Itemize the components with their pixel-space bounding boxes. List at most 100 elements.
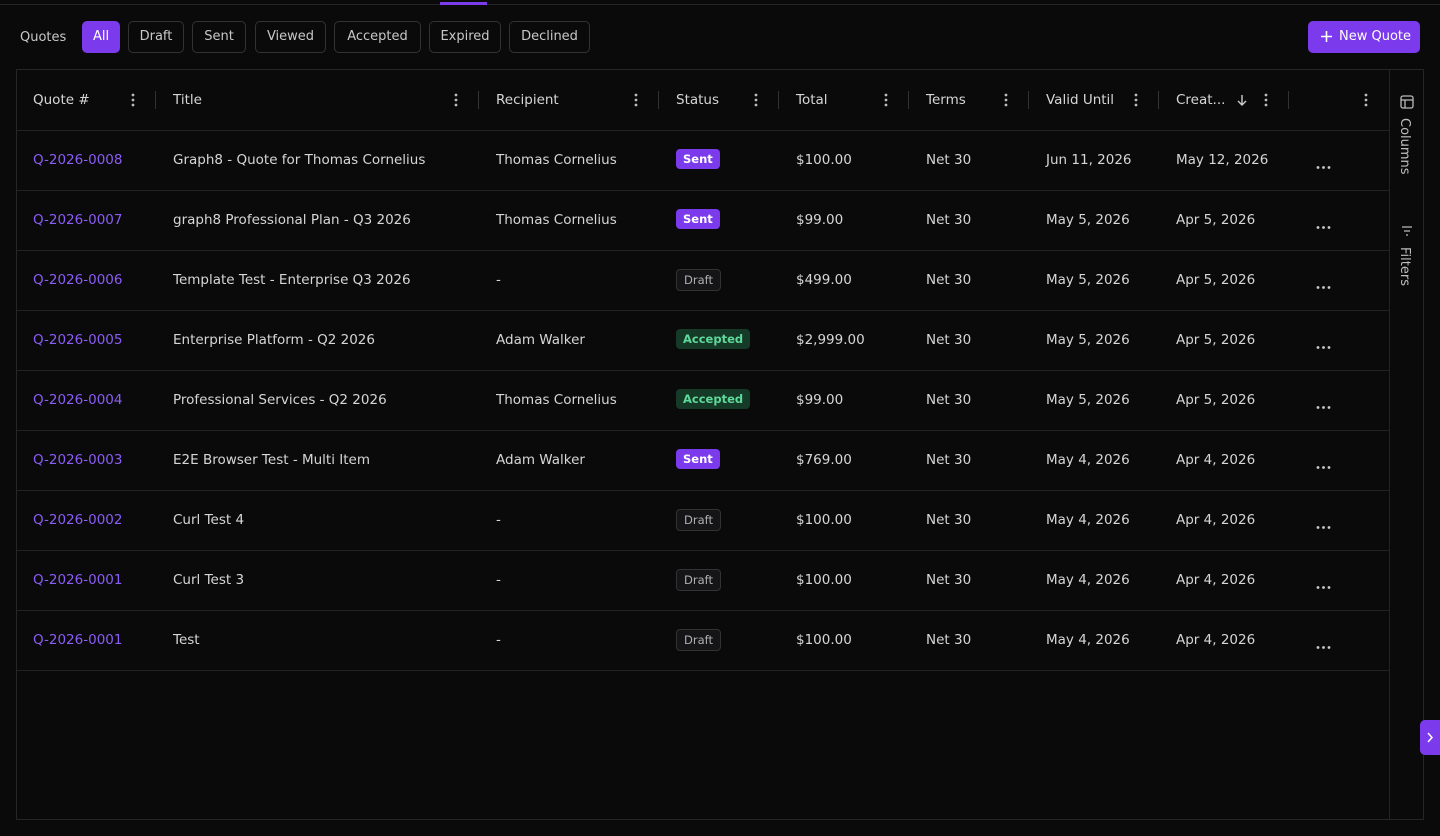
row-actions[interactable] [1316, 158, 1331, 169]
cell-text: May 4, 2026 [1046, 572, 1130, 588]
cell-text: Graph8 - Quote for Thomas Cornelius [173, 152, 426, 168]
row-actions[interactable] [1316, 218, 1331, 229]
row-divider [17, 610, 1390, 611]
sort-icon [1236, 93, 1248, 107]
cell-text: Thomas Cornelius [496, 152, 617, 168]
cell-text: $100.00 [796, 572, 852, 588]
quote-link[interactable]: Q-2026-0008 [33, 152, 123, 168]
cell-text: Adam Walker [496, 332, 585, 348]
column-header[interactable]: Terms [926, 92, 966, 108]
new-quote-button[interactable]: New Quote [1308, 21, 1420, 53]
cell-text: $100.00 [796, 632, 852, 648]
column-divider [1158, 91, 1159, 109]
quote-link[interactable]: Q-2026-0004 [33, 392, 123, 408]
cell-text: - [496, 512, 501, 528]
top-border [0, 4, 1440, 5]
row-divider [17, 430, 1390, 431]
cell-text: May 4, 2026 [1046, 632, 1130, 648]
cell-text: $100.00 [796, 512, 852, 528]
row-actions[interactable] [1316, 458, 1331, 469]
cell-text: Net 30 [926, 212, 972, 228]
status-badge: Sent [676, 449, 720, 469]
cell-text: Apr 5, 2026 [1176, 332, 1256, 348]
cell-text: - [496, 272, 501, 288]
status-badge: Sent [676, 209, 720, 229]
side-divider [1389, 70, 1390, 819]
row-actions[interactable] [1316, 578, 1331, 589]
cell-text: Apr 4, 2026 [1176, 572, 1256, 588]
filter-chip[interactable]: Sent [192, 21, 246, 53]
cell-text: Net 30 [926, 152, 972, 168]
column-header[interactable]: Total [796, 92, 828, 108]
row-actions[interactable] [1316, 338, 1331, 349]
quote-link[interactable]: Q-2026-0001 [33, 632, 123, 648]
filter-chip[interactable]: Expired [429, 21, 501, 53]
row-divider [17, 370, 1390, 371]
quote-link[interactable]: Q-2026-0002 [33, 512, 123, 528]
filters-toggle[interactable]: Filters [1397, 247, 1412, 286]
cell-text: May 12, 2026 [1176, 152, 1269, 168]
cell-text: May 4, 2026 [1046, 512, 1130, 528]
filter-chip[interactable]: Declined [509, 21, 590, 53]
quote-link[interactable]: Q-2026-0006 [33, 272, 123, 288]
cell-text: E2E Browser Test - Multi Item [173, 452, 370, 468]
status-badge: Sent [676, 149, 720, 169]
column-menu [131, 92, 135, 108]
column-divider [1028, 91, 1029, 109]
filter-chip[interactable]: Accepted [334, 21, 421, 53]
cell-text: Curl Test 3 [173, 572, 245, 588]
filter-chip[interactable]: Draft [128, 21, 184, 53]
quote-link[interactable]: Q-2026-0007 [33, 212, 123, 228]
cell-text: Jun 11, 2026 [1046, 152, 1132, 168]
column-divider [778, 91, 779, 109]
column-header[interactable]: Valid Until [1046, 92, 1115, 108]
cell-text: Net 30 [926, 572, 972, 588]
status-badge: Draft [676, 269, 721, 291]
row-actions[interactable] [1316, 398, 1331, 409]
column-divider [658, 91, 659, 109]
status-badge: Accepted [676, 329, 751, 349]
column-menu [1364, 92, 1368, 108]
column-divider [155, 91, 156, 109]
cell-text: $99.00 [796, 392, 844, 408]
column-header[interactable]: Recipient [496, 92, 559, 108]
column-menu [1004, 92, 1008, 108]
row-actions[interactable] [1316, 278, 1331, 289]
columns-toggle[interactable]: Columns [1397, 118, 1412, 175]
row-actions[interactable] [1316, 518, 1331, 529]
row-divider [17, 550, 1390, 551]
cell-text: Apr 4, 2026 [1176, 632, 1256, 648]
cell-text: May 5, 2026 [1046, 332, 1130, 348]
filter-chip[interactable]: Viewed [255, 21, 326, 53]
column-menu [884, 92, 888, 108]
cell-text: Net 30 [926, 632, 972, 648]
cell-text: $769.00 [796, 452, 852, 468]
cell-text: Test [173, 632, 200, 648]
quote-link[interactable]: Q-2026-0005 [33, 332, 123, 348]
cell-text: Thomas Cornelius [496, 392, 617, 408]
column-header[interactable]: Creat... [1176, 92, 1226, 108]
status-badge: Accepted [676, 389, 751, 409]
row-divider [17, 310, 1390, 311]
cell-text: Net 30 [926, 272, 972, 288]
filter-chip[interactable]: All [82, 21, 120, 53]
column-header[interactable]: Status [676, 92, 720, 108]
cell-text: May 5, 2026 [1046, 212, 1130, 228]
column-header[interactable]: Title [173, 92, 202, 108]
cell-text: Net 30 [926, 332, 972, 348]
toolbar-label: Quotes [20, 30, 67, 45]
expand-tab[interactable] [1420, 720, 1440, 755]
row-actions[interactable] [1316, 638, 1331, 649]
cell-text: May 5, 2026 [1046, 272, 1130, 288]
column-header[interactable]: Quote # [33, 92, 90, 108]
cell-text: Curl Test 4 [173, 512, 245, 528]
quote-link[interactable]: Q-2026-0003 [33, 452, 123, 468]
nav-indicator [440, 2, 487, 5]
cell-text: $100.00 [796, 152, 852, 168]
plus-icon [1321, 31, 1332, 42]
quote-link[interactable]: Q-2026-0001 [33, 572, 123, 588]
cell-text: Professional Services - Q2 2026 [173, 392, 387, 408]
column-menu [454, 92, 458, 108]
status-badge: Draft [676, 629, 721, 651]
